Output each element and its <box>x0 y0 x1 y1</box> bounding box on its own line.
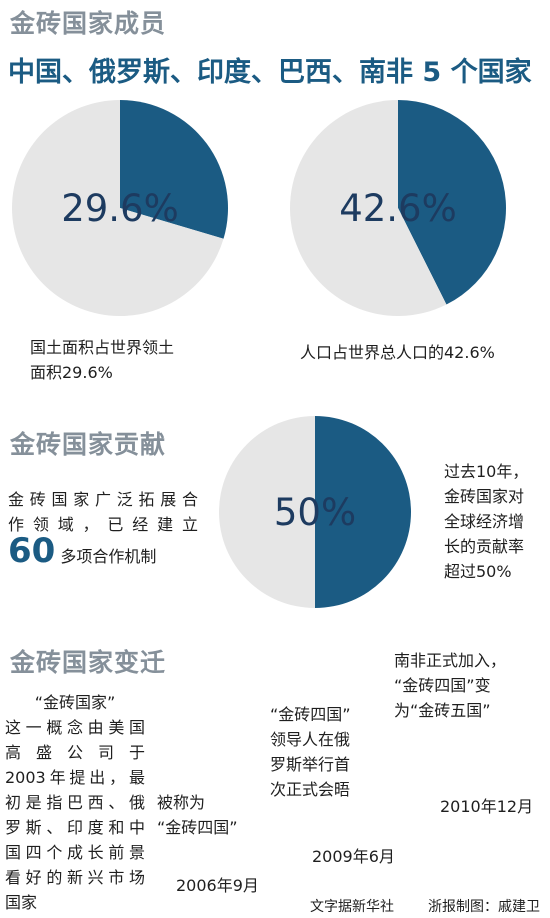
cooperation-text-line: 金砖国家广泛拓展合 <box>8 490 198 509</box>
cooperation-count: 60 <box>8 531 56 571</box>
event-2009-text: “金砖四国” 领导人在俄 罗斯举行首 次正式会晤 <box>270 702 351 802</box>
event-2010-line: 为“金砖五国” <box>394 701 491 720</box>
history-intro: “金砖国家” 这一概念由美国 高盛公司于 2003年提出，最 初是指巴西、俄 罗… <box>5 690 145 915</box>
history-intro-line: 罗斯、印度和中 <box>5 818 145 837</box>
history-intro-line: “金砖国家” <box>34 693 116 712</box>
source-credit: 文字据新华社 <box>310 899 394 915</box>
event-2009-date: 2009年6月 <box>312 847 395 866</box>
history-intro-line: 这一概念由美国 <box>5 718 145 737</box>
pie-chart-land-area: 29.6% <box>11 100 228 317</box>
section-title-contribution: 金砖国家贡献 <box>10 430 167 459</box>
event-2009-line: “金砖四国” <box>270 705 351 724</box>
event-2006-line: “金砖四国” <box>157 818 238 837</box>
pie-slice <box>219 416 315 608</box>
contribution-text-line: 超过50% <box>444 562 512 581</box>
pie-slice <box>11 100 224 317</box>
graphic-credit: 浙报制图：戚建卫 <box>428 899 540 915</box>
event-2010-line: “金砖四国”变 <box>394 676 491 695</box>
land-area-caption-line: 国土面积占世界领土 <box>30 338 175 357</box>
history-intro-line: 看好的新兴市场 <box>5 868 145 887</box>
event-2009-line: 领导人在俄 <box>270 730 351 749</box>
population-caption: 人口占世界总人口的42.6% <box>300 343 495 362</box>
members-headline: 中国、俄罗斯、印度、巴西、南非 5 个国家 <box>8 57 532 88</box>
pie-center-label: 50% <box>274 491 356 534</box>
event-2010-text: 南非正式加入， “金砖四国”变 为“金砖五国” <box>394 648 506 723</box>
section-title-members: 金砖国家成员 <box>10 9 167 38</box>
pie-center-label: 29.6% <box>61 187 179 230</box>
pie-slice <box>398 100 507 305</box>
history-intro-line: 国家 <box>5 893 38 912</box>
contribution-text-line: 金砖国家对 <box>444 487 525 506</box>
pie-slice <box>290 100 447 316</box>
event-2006-text: 被称为 “金砖四国” <box>157 790 238 840</box>
cooperation-count-suffix: 多项合作机制 <box>60 547 157 566</box>
event-2009-line: 罗斯举行首 <box>270 755 351 774</box>
pie-chart-contribution-wrapper: 50% <box>219 416 411 608</box>
contribution-text-line: 过去10年， <box>444 462 529 481</box>
history-intro-line: 国四个成长前景 <box>5 843 145 862</box>
history-intro-line: 初是指巴西、俄 <box>5 793 145 812</box>
event-2006-date: 2006年9月 <box>176 876 259 895</box>
section-title-history: 金砖国家变迁 <box>10 648 167 677</box>
land-area-caption: 国土面积占世界领土 面积29.6% <box>30 335 174 385</box>
event-2009-line: 次正式会晤 <box>270 780 351 799</box>
cooperation-text: 金砖国家广泛拓展合 作领域，已经建立 60 多项合作机制 <box>8 487 198 569</box>
pie-slice <box>315 416 411 608</box>
event-2010-date: 2010年12月 <box>440 797 534 816</box>
history-intro-line: 高盛公司于 <box>5 743 145 762</box>
cooperation-text-line: 作领域，已经建立 <box>8 515 198 534</box>
pie-center-label: 42.6% <box>339 187 457 230</box>
pie-chart-population: 42.6% <box>290 100 507 316</box>
contribution-text-line: 全球经济增 <box>444 512 525 531</box>
land-area-caption-line: 面积29.6% <box>30 363 113 382</box>
pie-chart-contribution: 50% <box>219 416 411 608</box>
contribution-text-line: 长的贡献率 <box>444 537 525 556</box>
pie-slice <box>120 100 228 239</box>
pie-charts-row: 29.6% 42.6% <box>11 100 507 317</box>
event-2010-line: 南非正式加入， <box>394 651 507 670</box>
event-2006-line: 被称为 <box>157 793 206 812</box>
history-intro-line: 2003年提出，最 <box>5 768 145 787</box>
contribution-text: 过去10年， 金砖国家对 全球经济增 长的贡献率 超过50% <box>444 459 544 584</box>
